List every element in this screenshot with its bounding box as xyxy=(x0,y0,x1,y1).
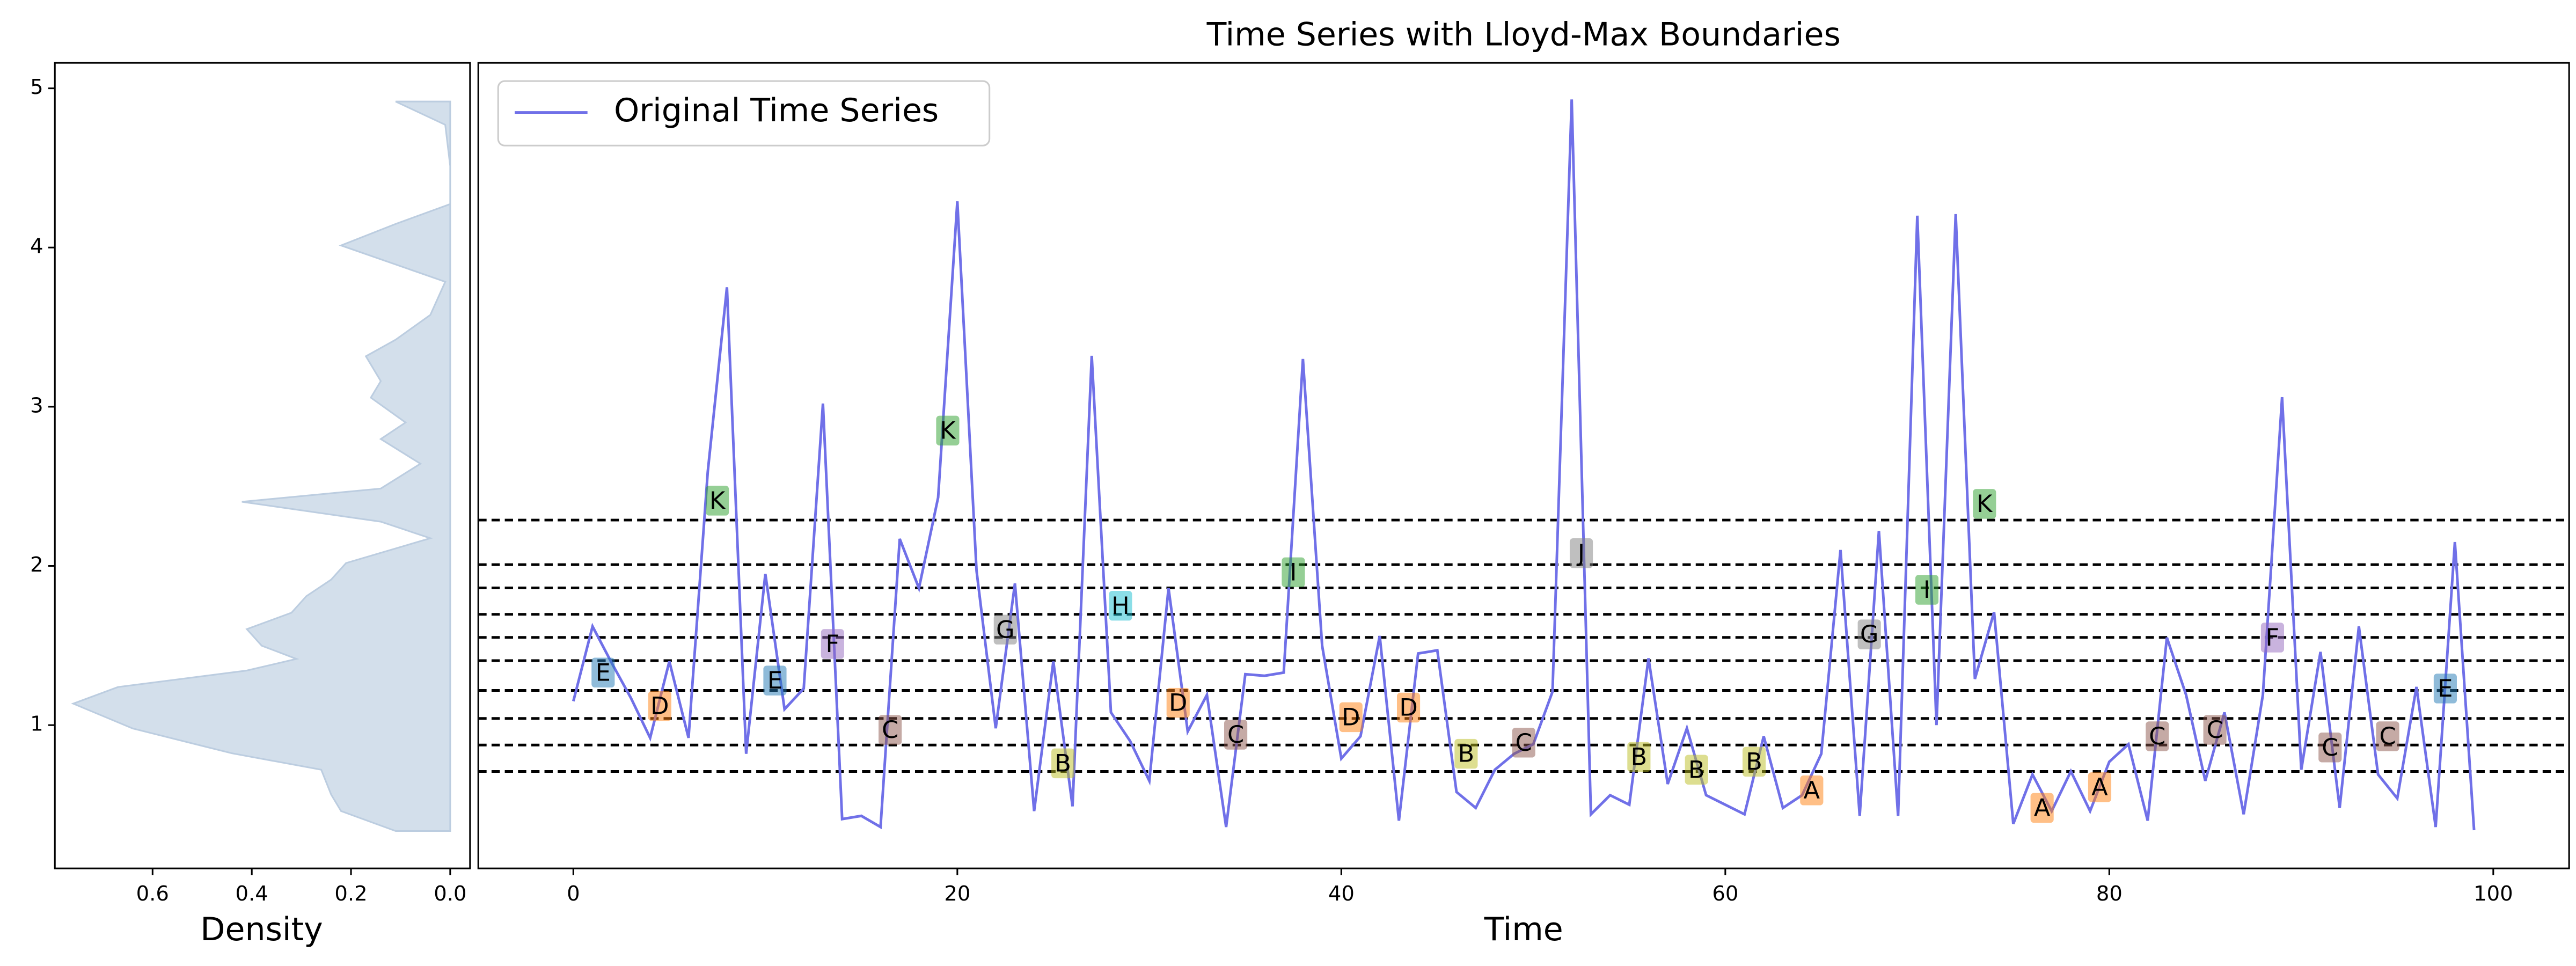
x-tick-label: 0.0 xyxy=(434,882,466,906)
annotation-box xyxy=(1339,702,1363,733)
x-tick-label: 80 xyxy=(2096,882,2123,906)
annotation-label: D xyxy=(1399,694,1417,722)
annotation-box xyxy=(763,665,787,696)
y-tick-label: 5 xyxy=(30,75,43,99)
annotation-box xyxy=(2318,732,2342,763)
annotation-label: H xyxy=(1111,592,1130,620)
x-axis-label: Time xyxy=(1484,911,1563,948)
legend-label: Original Time Series xyxy=(614,92,939,129)
annotation-label: B xyxy=(1746,748,1762,775)
annotation-label: K xyxy=(1977,490,1993,518)
annotation-label: A xyxy=(2034,794,2051,822)
annotation-label: D xyxy=(1342,703,1360,731)
annotation-box xyxy=(993,614,1017,645)
y-tick-label: 4 xyxy=(30,235,43,259)
annotation-box xyxy=(1282,557,1305,588)
annotation-label: F xyxy=(2266,624,2280,652)
annotation-box xyxy=(1800,775,1824,806)
annotation-box xyxy=(1569,538,1593,568)
annotation-box xyxy=(2030,793,2054,823)
x-tick-label: 20 xyxy=(944,882,970,906)
annotation-label: C xyxy=(882,716,898,744)
annotation-label: C xyxy=(1516,729,1532,757)
annotation-label: G xyxy=(996,616,1015,643)
annotation-box xyxy=(1973,489,1996,519)
annotation-label: B xyxy=(1688,756,1705,784)
annotation-box xyxy=(1051,748,1075,779)
annotation-label: K xyxy=(940,416,956,444)
axes-frame xyxy=(54,62,471,869)
annotation-label: E xyxy=(2438,675,2453,702)
y-tick-label: 1 xyxy=(30,712,43,736)
annotation-box xyxy=(591,657,615,688)
legend-box xyxy=(497,80,991,147)
annotation-label: I xyxy=(1290,558,1297,586)
annotation-box xyxy=(821,629,844,659)
axes-frame xyxy=(477,62,2570,869)
annotation-label: I xyxy=(1923,576,1930,604)
annotation-box xyxy=(1396,692,1421,723)
annotation-label: K xyxy=(709,487,726,515)
annotation-box xyxy=(1685,755,1708,785)
annotation-box xyxy=(1857,619,1881,649)
annotation-label: E xyxy=(767,667,782,694)
annotation-label: A xyxy=(2091,773,2108,801)
annotation-box xyxy=(2146,721,2169,751)
annotation-box xyxy=(1627,742,1651,772)
annotation-box xyxy=(1109,590,1132,621)
annotation-box xyxy=(1915,575,1939,605)
x-tick-label: 40 xyxy=(1328,882,1355,906)
density-area xyxy=(71,100,451,832)
x-tick-label: 0 xyxy=(567,882,580,906)
annotation-label: C xyxy=(1227,721,1244,749)
chart-title: Time Series with Lloyd-Max Boundaries xyxy=(1206,16,1841,53)
annotation-box xyxy=(2260,623,2285,653)
x-tick-label: 0.6 xyxy=(136,882,169,906)
annotation-box xyxy=(1742,747,1766,777)
annotation-box xyxy=(879,715,902,745)
annotation-label: J xyxy=(1576,539,1585,567)
annotation-label: F xyxy=(825,630,839,658)
annotation-box xyxy=(648,691,671,721)
annotation-label: C xyxy=(2322,734,2338,762)
y-tick-label: 3 xyxy=(30,393,43,418)
annotation-label: D xyxy=(1169,689,1187,717)
annotation-label: C xyxy=(2149,722,2165,750)
x-axis-label: Density xyxy=(200,911,323,948)
annotation-label: G xyxy=(1860,620,1879,648)
annotation-box xyxy=(1512,728,1535,758)
annotation-box xyxy=(1166,687,1190,718)
annotation-label: B xyxy=(1055,749,1071,777)
annotation-box xyxy=(2203,715,2227,745)
annotation-box xyxy=(936,415,960,446)
x-tick-label: 60 xyxy=(1712,882,1738,906)
x-tick-label: 100 xyxy=(2473,882,2513,906)
annotation-label: A xyxy=(1804,777,1820,804)
annotation-box xyxy=(1224,720,1248,750)
annotation-label: C xyxy=(2207,716,2223,744)
annotation-label: D xyxy=(650,692,669,720)
annotation-box xyxy=(2376,721,2399,751)
annotation-label: B xyxy=(1458,740,1475,768)
annotation-label: E xyxy=(596,658,611,686)
annotation-box xyxy=(2433,674,2457,704)
y-tick-label: 2 xyxy=(30,553,43,577)
x-tick-label: 0.2 xyxy=(334,882,367,906)
annotation-label: C xyxy=(2379,722,2396,750)
x-tick-label: 0.4 xyxy=(236,882,268,906)
annotation-box xyxy=(706,486,729,516)
annotation-box xyxy=(1454,738,1478,769)
annotation-box xyxy=(2088,772,2112,802)
annotation-label: B xyxy=(1631,743,1648,771)
